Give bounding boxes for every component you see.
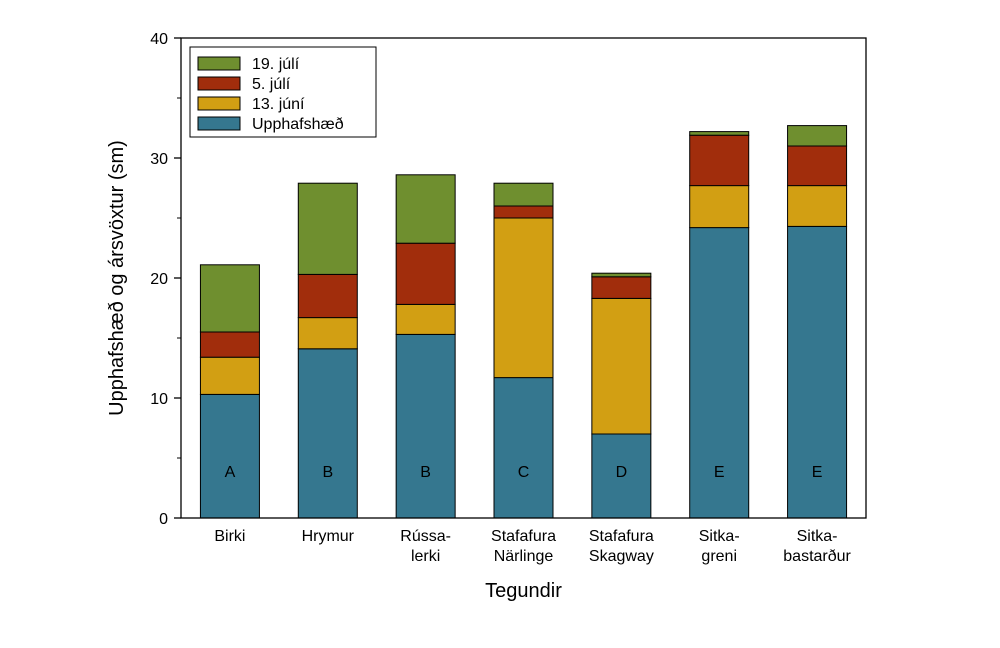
y-tick-label-4: 40 [150,31,168,48]
bar-segment-5-1 [591,433,652,519]
bar-segment-7-4 [787,125,848,147]
bar-segment-5-2 [591,297,652,435]
bar-segment-3-2 [395,303,456,335]
bar-segment-6-1 [689,227,750,519]
group-letter-3: B [420,464,431,481]
bar-segment-2-2 [297,317,358,350]
bar-segment-6-4 [689,131,750,136]
bar-segment-6-2 [689,185,750,229]
x-tick-label-4: Stafafura Närlinge [491,528,556,565]
bar-segment-1-4 [199,264,260,333]
bar-segment-6-3 [689,134,750,187]
bar-segment-3-1 [395,333,456,519]
x-tick-label-7: Sitka-bastarður [783,528,851,565]
bars-layer [199,125,848,519]
bar-segment-5-3 [591,276,652,299]
legend-label-3: 13. júní [252,96,305,113]
legend-label-2: 5. júlí [252,76,291,93]
bar-segment-2-3 [297,273,358,319]
group-letter-4: C [518,464,530,481]
bar-segment-4-2 [493,217,554,379]
bar-segment-2-1 [297,348,358,519]
bar-segment-7-2 [787,185,848,227]
y-tick-label-0: 0 [159,511,168,528]
bar-segment-1-1 [199,393,260,519]
legend: 19. júlí 5. júlí 13. júní Upphafshæð [189,46,377,138]
group-letter-5: D [616,464,628,481]
bar-segment-1-3 [199,331,260,358]
bar-segment-5-4 [591,272,652,278]
bar-segment-4-1 [493,377,554,519]
legend-swatch-3 [197,96,241,111]
bar-segment-1-2 [199,356,260,395]
bar-segment-3-4 [395,174,456,244]
legend-label-1: 19. júlí [252,56,300,73]
y-tick-label-2: 20 [150,271,168,288]
x-tick-label-1: Birki [214,528,245,545]
x-tick-label-5: Stafafura Skagway [589,528,654,565]
y-axis: 0 10 20 30 40 [150,31,181,528]
bar-segment-4-4 [493,182,554,207]
group-letter-1: A [225,464,236,481]
x-axis-title: Tegundir [485,580,562,602]
y-tick-label-1: 10 [150,391,168,408]
group-letter-6: E [714,464,725,481]
legend-swatch-2 [197,76,241,91]
bar-segment-7-3 [787,145,848,187]
y-tick-label-3: 30 [150,151,168,168]
y-axis-title: Upphafshæð og ársvöxtur (sm) [106,140,128,416]
x-axis: Birki Hrymur Rússa-lerki Stafafura Närlinge S… [214,528,851,565]
bar-segment-4-3 [493,205,554,219]
legend-swatch-1 [197,56,241,71]
bar-segment-3-3 [395,242,456,305]
group-letter-7: E [812,464,823,481]
legend-label-4: Upphafshæð [252,116,344,133]
x-tick-label-2: Hrymur [302,528,355,545]
x-tick-label-3: Rússa-lerki [400,528,451,565]
group-letter-2: B [322,464,333,481]
x-tick-label-6: Sitka-greni [699,528,740,565]
legend-swatch-4 [197,116,241,131]
bar-segment-2-4 [297,182,358,275]
